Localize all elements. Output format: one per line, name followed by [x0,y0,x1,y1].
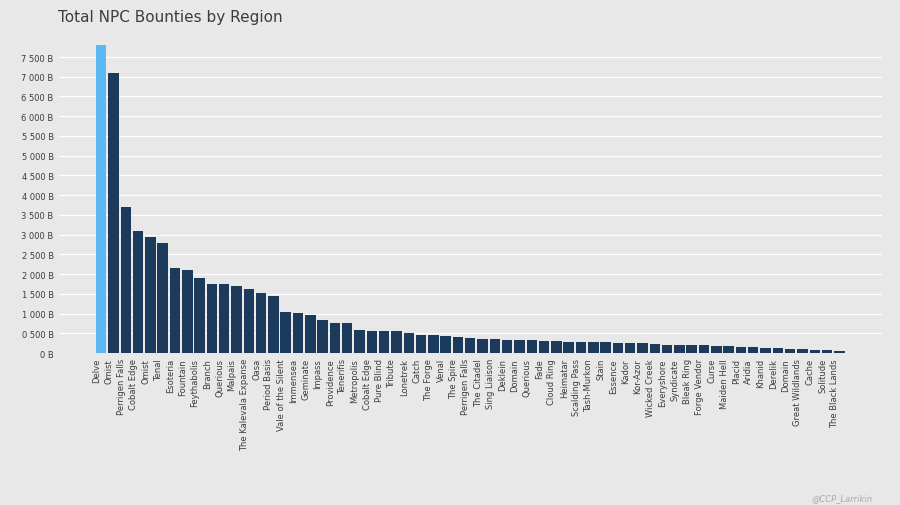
Bar [748,348,759,354]
Bar [539,341,549,353]
Bar [625,343,635,354]
Bar [256,293,266,354]
Bar [760,348,770,354]
Bar [219,284,230,354]
Bar [292,314,303,354]
Bar [416,335,427,353]
Bar [329,324,340,353]
Bar [158,243,168,354]
Text: Total NPC Bounties by Region: Total NPC Bounties by Region [58,10,284,25]
Bar [514,340,525,353]
Bar [121,208,131,354]
Bar [526,340,537,353]
Bar [342,324,353,353]
Bar [108,74,119,354]
Bar [182,271,193,354]
Bar [576,342,586,354]
Bar [822,350,832,354]
Bar [379,331,390,354]
Bar [170,269,180,354]
Bar [96,46,106,354]
Bar [724,347,733,353]
Bar [650,344,660,354]
Bar [281,312,291,353]
Bar [588,342,598,354]
Bar [477,339,488,353]
Bar [797,349,807,354]
Bar [231,286,242,354]
Bar [834,351,844,353]
Bar [600,342,611,354]
Bar [305,315,316,354]
Bar [772,348,783,354]
Bar [392,331,401,354]
Bar [490,339,500,353]
Bar [318,321,328,354]
Bar [403,334,414,353]
Bar [194,279,205,354]
Bar [465,338,475,354]
Bar [674,345,685,353]
Bar [698,346,709,353]
Bar [268,296,279,354]
Bar [207,284,217,354]
Bar [440,336,451,354]
Bar [637,343,648,354]
Bar [145,237,156,354]
Bar [687,345,697,353]
Bar [244,290,254,354]
Bar [453,337,464,354]
Bar [428,335,438,353]
Bar [551,341,562,353]
Bar [613,343,623,354]
Bar [785,349,796,354]
Bar [735,347,746,354]
Bar [366,331,377,354]
Bar [502,340,512,353]
Bar [711,346,722,353]
Bar [355,330,365,353]
Text: @CCP_Larrikin: @CCP_Larrikin [812,493,873,502]
Bar [563,342,574,354]
Bar [133,231,143,354]
Bar [809,350,820,354]
Bar [662,345,672,354]
